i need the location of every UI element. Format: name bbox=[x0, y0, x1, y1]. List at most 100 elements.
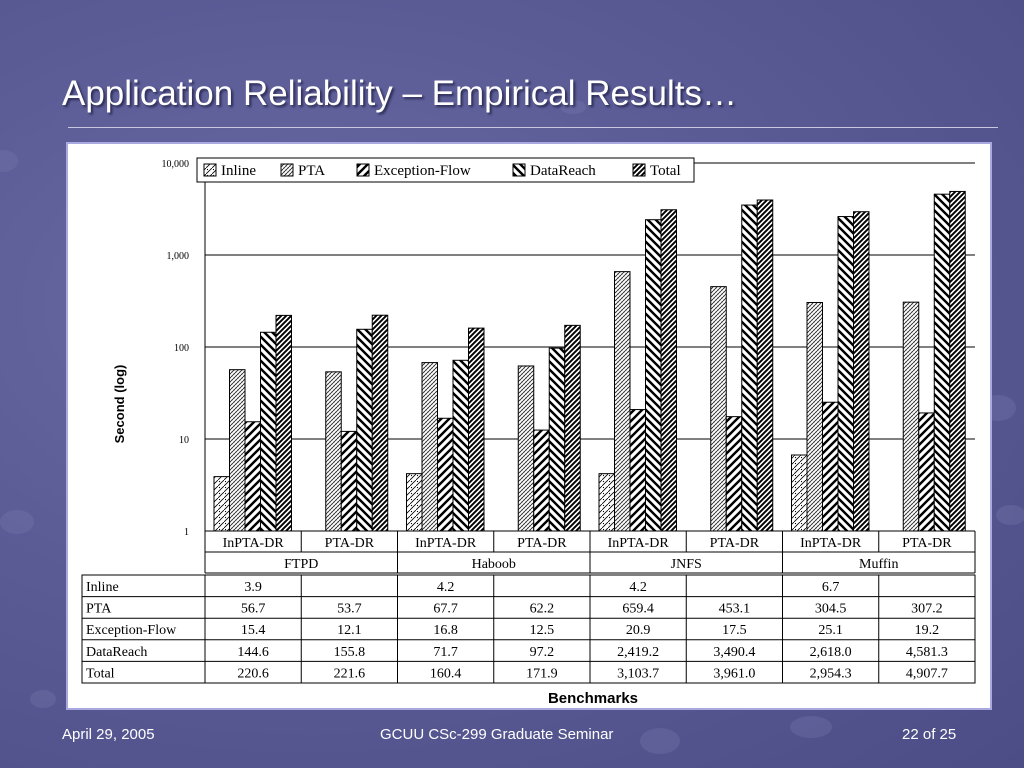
slide-title: Application Reliability – Empirical Resu… bbox=[62, 74, 737, 113]
bar-exception-flow bbox=[437, 417, 454, 532]
bar-total bbox=[756, 199, 774, 532]
legend-label: DataReach bbox=[530, 163, 596, 179]
table-cell: 2,618.0 bbox=[810, 645, 852, 660]
category-label: PTA-DR bbox=[325, 536, 375, 551]
table-cell: 2,419.2 bbox=[617, 645, 659, 660]
footer-date: April 29, 2005 bbox=[62, 726, 155, 743]
group-label: JNFS bbox=[671, 557, 702, 572]
y-axis-label: Second (log) bbox=[112, 365, 127, 444]
bar-pta bbox=[517, 365, 535, 532]
table-cell: 4,581.3 bbox=[906, 645, 948, 660]
bar-datareach bbox=[645, 219, 662, 532]
bar-total bbox=[275, 314, 292, 532]
bar-datareach bbox=[260, 331, 277, 532]
footer-title: GCUU CSc-299 Graduate Seminar bbox=[380, 726, 614, 743]
bar-pta bbox=[421, 362, 438, 532]
table-cell: 160.4 bbox=[430, 666, 462, 681]
bar-datareach bbox=[356, 328, 373, 532]
bar-datareach bbox=[548, 347, 566, 532]
table-row-header: DataReach bbox=[86, 645, 147, 660]
category-label: InPTA-DR bbox=[415, 536, 477, 551]
legend-label: Inline bbox=[221, 163, 256, 179]
bar-pta bbox=[806, 302, 823, 532]
bar-total bbox=[660, 209, 677, 532]
table-cell: 16.8 bbox=[433, 623, 458, 638]
bar-exception-flow bbox=[918, 412, 935, 532]
bar-total bbox=[949, 190, 966, 532]
category-label: PTA-DR bbox=[710, 536, 760, 551]
legend-box bbox=[196, 157, 695, 183]
bar-inline bbox=[213, 476, 230, 532]
bar-pta bbox=[325, 371, 342, 532]
table-cell: 453.1 bbox=[719, 602, 751, 617]
table-cell: 97.2 bbox=[530, 645, 555, 660]
table-cell: 4.2 bbox=[437, 580, 455, 595]
x-axis-label: Benchmarks bbox=[548, 690, 638, 707]
footer-page-number: 22 of 25 bbox=[902, 726, 957, 743]
category-label: PTA-DR bbox=[902, 536, 952, 551]
legend-swatch bbox=[280, 163, 294, 177]
background-bubble bbox=[790, 716, 832, 738]
table-cell: 67.7 bbox=[433, 602, 458, 617]
table-cell: 62.2 bbox=[530, 602, 555, 617]
bar-total bbox=[564, 324, 581, 532]
bar-total bbox=[371, 314, 389, 532]
legend-swatch bbox=[203, 163, 217, 177]
bar-exception-flow bbox=[725, 416, 743, 532]
bar-exception-flow bbox=[822, 401, 839, 532]
table-cell: 307.2 bbox=[911, 602, 943, 617]
legend-label: Total bbox=[650, 163, 681, 179]
bar-pta bbox=[229, 369, 246, 532]
table-cell: 56.7 bbox=[241, 602, 266, 617]
bar-pta bbox=[902, 301, 920, 532]
background-bubble bbox=[996, 505, 1024, 525]
category-label: InPTA-DR bbox=[223, 536, 285, 551]
table-row-header: Total bbox=[86, 666, 115, 681]
table-cell: 4,907.7 bbox=[906, 666, 948, 681]
bar-pta bbox=[614, 271, 631, 532]
table-cell: 53.7 bbox=[337, 602, 362, 617]
table-cell: 17.5 bbox=[722, 623, 747, 638]
table-cell: 3.9 bbox=[244, 580, 262, 595]
table-row-header: Inline bbox=[86, 580, 119, 595]
bar-inline bbox=[406, 473, 423, 532]
y-tick-label: 10,000 bbox=[162, 159, 190, 170]
bar-total bbox=[468, 327, 485, 532]
background-bubble bbox=[30, 690, 56, 708]
y-tick-label: 1 bbox=[184, 527, 189, 538]
group-label: FTPD bbox=[284, 557, 318, 572]
table-cell: 171.9 bbox=[526, 666, 558, 681]
bar-pta bbox=[710, 286, 727, 532]
y-tick-label: 1,000 bbox=[167, 251, 190, 262]
table-cell: 304.5 bbox=[815, 602, 847, 617]
table-cell: 2,954.3 bbox=[810, 666, 852, 681]
group-label: Haboob bbox=[472, 557, 516, 572]
legend-label: PTA bbox=[298, 163, 325, 179]
table-cell: 15.4 bbox=[241, 623, 266, 638]
category-label: InPTA-DR bbox=[608, 536, 670, 551]
table-cell: 155.8 bbox=[334, 645, 366, 660]
group-label: Muffin bbox=[859, 557, 898, 572]
table-cell: 220.6 bbox=[237, 666, 269, 681]
table-cell: 3,961.0 bbox=[713, 666, 755, 681]
table-cell: 12.5 bbox=[530, 623, 555, 638]
chart-frame: Second (log) 1 10 100 1,000 10,000 InPTA-DR P… bbox=[66, 142, 992, 710]
bar-exception-flow bbox=[340, 430, 358, 532]
bar-exception-flow bbox=[244, 421, 261, 532]
table-cell: 71.7 bbox=[433, 645, 458, 660]
table-cell: 144.6 bbox=[237, 645, 269, 660]
bar-datareach bbox=[741, 204, 758, 532]
background-bubble bbox=[0, 510, 34, 534]
legend-label: Exception-Flow bbox=[374, 163, 471, 179]
bar-inline bbox=[791, 454, 808, 532]
legend-swatch bbox=[512, 163, 526, 177]
bar-exception-flow bbox=[533, 429, 550, 532]
background-bubble bbox=[0, 150, 18, 172]
table-cell: 6.7 bbox=[822, 580, 840, 595]
bar-exception-flow bbox=[629, 409, 646, 532]
table-cell: 12.1 bbox=[337, 623, 362, 638]
y-tick-label: 100 bbox=[174, 343, 189, 354]
table-row-header: PTA bbox=[86, 602, 112, 617]
table-cell: 659.4 bbox=[622, 602, 654, 617]
background-bubble bbox=[640, 728, 680, 754]
